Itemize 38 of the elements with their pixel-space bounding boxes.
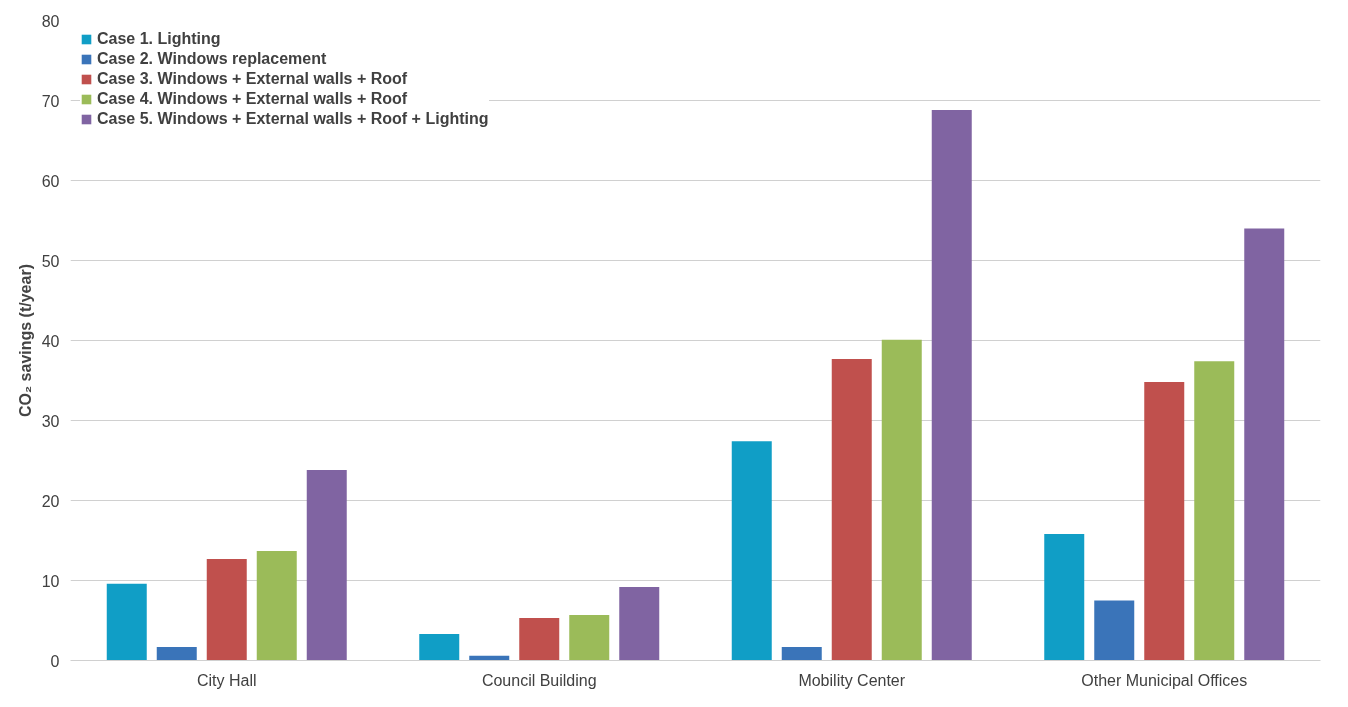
y-tick-label: 0	[50, 652, 60, 670]
x-tick-label: Council Building	[481, 671, 597, 689]
legend-label: Case 3. Windows + External walls + Roof	[97, 70, 408, 88]
x-tick-label: City Hall	[196, 671, 257, 689]
bar	[256, 550, 297, 661]
x-tick-label: Other Municipal Offices	[1081, 671, 1248, 689]
x-tick-label: Mobility Center	[798, 671, 906, 689]
bar	[419, 634, 460, 661]
y-tick-label: 70	[41, 92, 60, 110]
y-tick-label: 20	[41, 492, 60, 510]
y-tick-label: 60	[41, 172, 60, 190]
legend-label: Case 2. Windows replacement	[97, 50, 327, 68]
bar	[619, 586, 660, 661]
bar	[569, 614, 610, 661]
bar	[1244, 228, 1285, 661]
y-tick-label: 30	[41, 412, 60, 430]
bar	[831, 358, 872, 661]
y-tick-label: 40	[41, 332, 60, 350]
bar	[931, 110, 972, 661]
bar	[519, 618, 560, 661]
bar	[731, 441, 772, 661]
y-tick-label: 10	[41, 572, 60, 590]
bar	[1144, 382, 1185, 661]
bar	[106, 583, 147, 661]
bar	[156, 646, 197, 661]
legend-label: Case 1. Lighting	[97, 30, 221, 48]
bar	[781, 646, 822, 661]
bar	[1044, 534, 1085, 661]
bar	[1094, 600, 1135, 661]
legend-label: Case 4. Windows + External walls + Roof	[97, 90, 408, 108]
y-axis-title: CO₂ savings (t/year)	[16, 264, 34, 417]
bar	[1194, 361, 1235, 661]
bar	[306, 470, 347, 661]
bar	[881, 339, 922, 661]
legend-label: Case 5. Windows + External walls + Roof + Lighting	[97, 110, 489, 128]
y-tick-label: 80	[41, 12, 60, 30]
bar	[206, 558, 247, 661]
y-tick-label: 50	[41, 252, 60, 270]
